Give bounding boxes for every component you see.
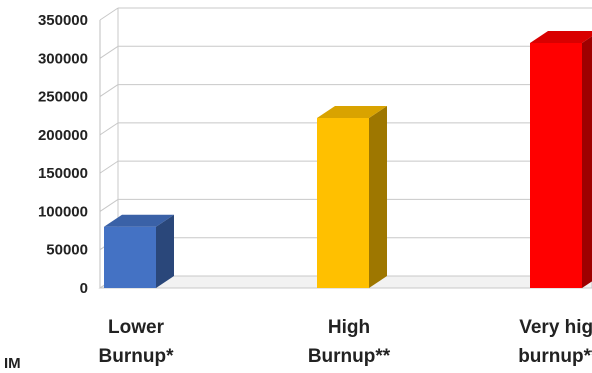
- bar: [104, 214, 174, 288]
- gridline-depth: [99, 160, 119, 174]
- gridline-depth: [99, 122, 119, 136]
- y-tick-label: 350000: [38, 12, 88, 29]
- gridline-depth: [99, 199, 119, 212]
- gridline-depth: [99, 84, 119, 97]
- y-tick-label: 100000: [38, 203, 88, 220]
- gridline-depth: [99, 45, 119, 59]
- gridline-depth: [99, 7, 119, 21]
- category-label: Lower: [108, 317, 165, 338]
- cropped-edge-text: IM: [4, 355, 21, 372]
- category-label: Burnup*: [99, 346, 175, 367]
- y-tick-label: 200000: [38, 127, 88, 144]
- bar-front: [317, 118, 369, 288]
- y-axis: 0 50000 100000 150000 200000 250000 300000 3500…: [38, 12, 101, 297]
- y-tick-label: 250000: [38, 89, 88, 106]
- bar-front: [530, 42, 582, 288]
- bar-top: [104, 214, 174, 227]
- bar-front: [104, 226, 156, 288]
- bars: [104, 30, 592, 288]
- bar-top: [530, 30, 592, 43]
- bar-top: [317, 106, 387, 119]
- y-tick-label: 50000: [46, 242, 88, 259]
- bar: [317, 106, 387, 288]
- bar-side: [369, 106, 387, 288]
- category-label: Very high: [519, 317, 592, 338]
- category-label: High: [328, 317, 370, 338]
- bar: [530, 30, 592, 288]
- category-label: Burnup**: [308, 346, 391, 367]
- bar-side: [156, 214, 174, 288]
- category-label: burnup***: [518, 346, 592, 367]
- y-tick-label: 0: [80, 280, 88, 297]
- category-labels: Lower Burnup* High Burnup** Very high burnup*…: [99, 317, 592, 367]
- y-tick-label: 300000: [38, 50, 88, 67]
- bar-side: [582, 36, 592, 288]
- y-tick-label: 150000: [38, 165, 88, 182]
